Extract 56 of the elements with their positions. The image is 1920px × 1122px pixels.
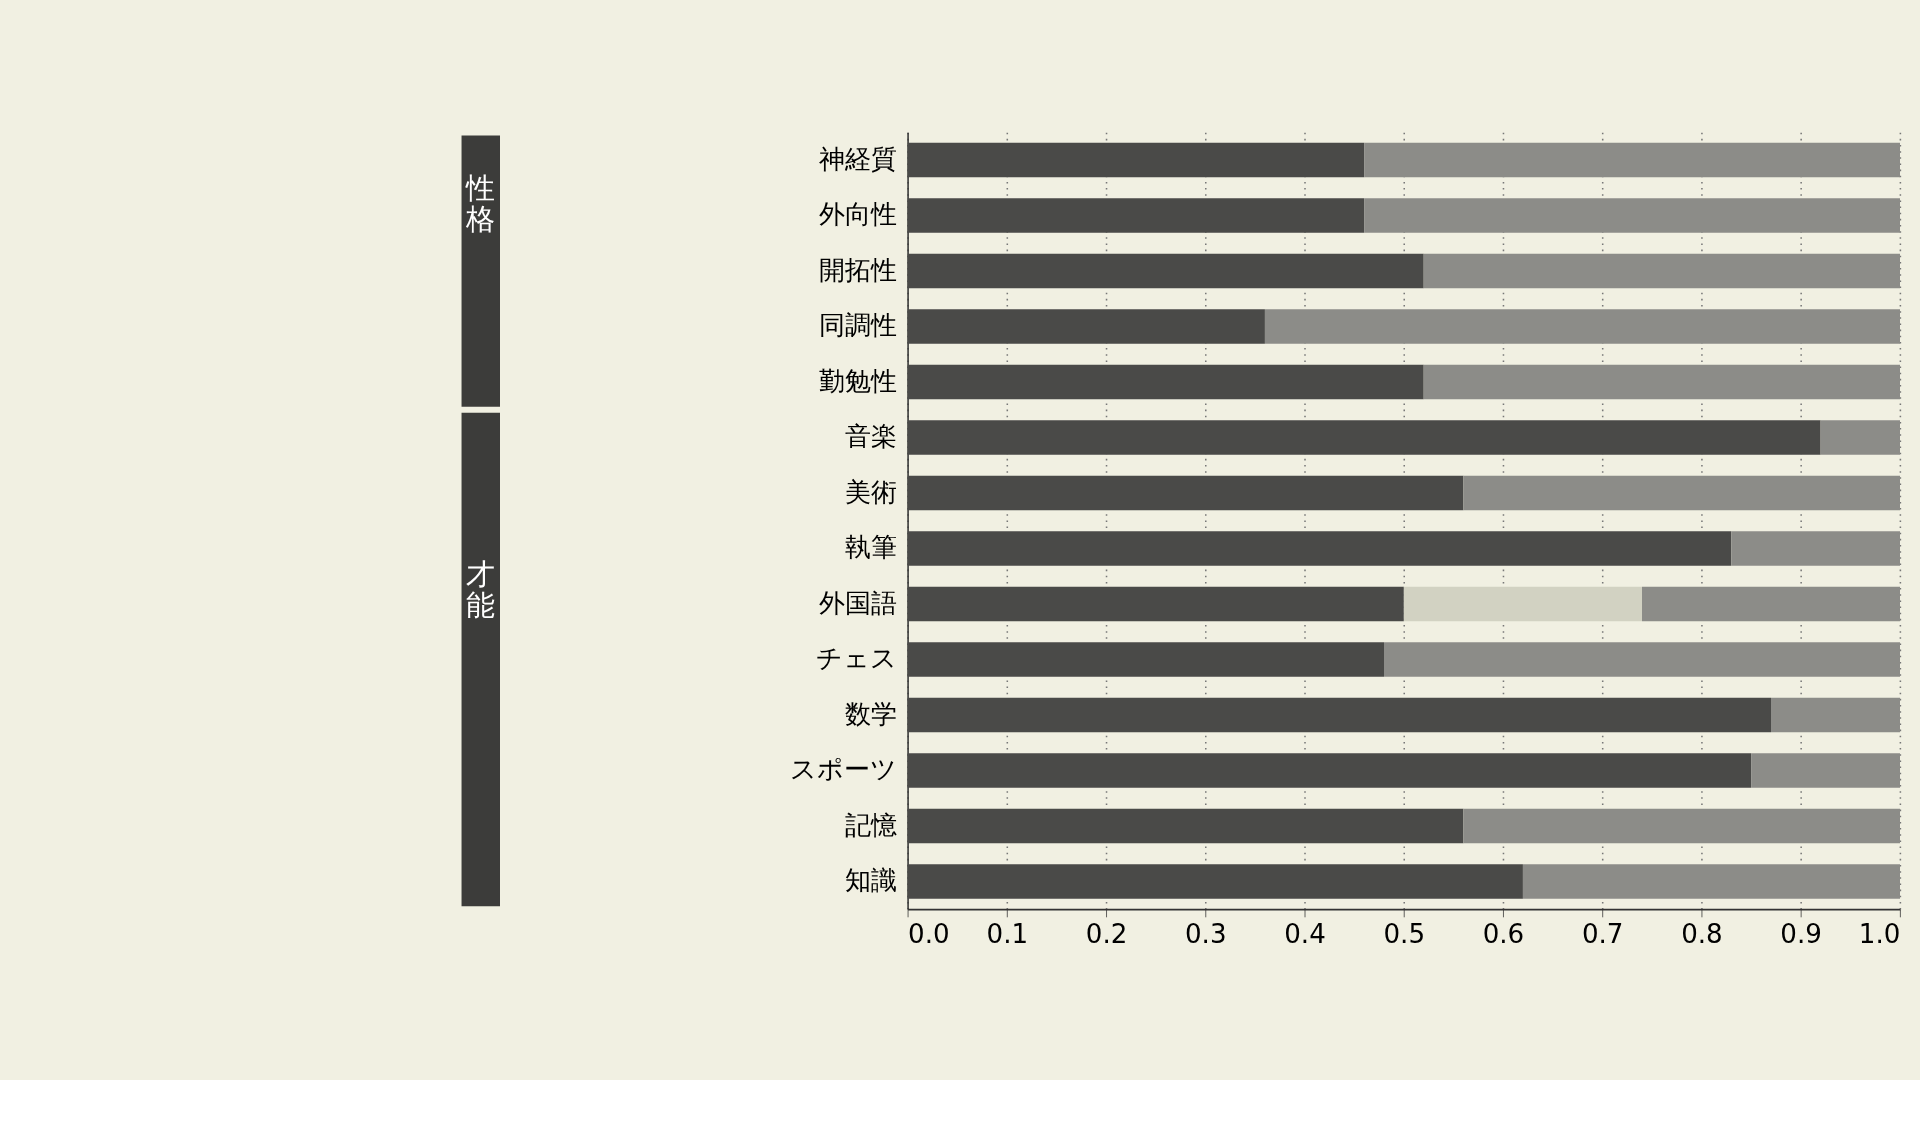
x-tick-label: 0.2 — [1085, 918, 1128, 949]
x-tick-label: 0.5 — [1383, 918, 1426, 949]
x-tick-label: 0.0 — [908, 918, 950, 949]
bar — [1423, 253, 1900, 289]
y-tick-label: スポーツ — [790, 754, 898, 785]
x-tick-label: 0.4 — [1284, 918, 1326, 949]
bar — [907, 531, 1732, 566]
y-tick-label: チェス — [816, 643, 898, 674]
bar — [1364, 198, 1900, 233]
x-tick-label: 0.9 — [1780, 918, 1822, 949]
y-tick-label: 音楽 — [845, 421, 898, 452]
bar — [907, 420, 1821, 455]
bar — [907, 253, 1424, 289]
y-tick-label: 美術 — [845, 476, 898, 507]
bar — [1771, 697, 1900, 733]
x-tick-label: 0.6 — [1482, 918, 1525, 949]
text: 性格 — [465, 171, 496, 236]
bar — [1423, 364, 1900, 400]
x-tick-label: 1.0 — [1858, 918, 1901, 949]
y-tick-label: 同調性 — [819, 310, 898, 341]
y-tick-label: 数学 — [845, 698, 898, 729]
bar — [907, 586, 1404, 622]
x-tick-label: 0.8 — [1681, 918, 1723, 949]
bar — [907, 198, 1365, 233]
bar — [907, 309, 1265, 344]
bar — [907, 864, 1523, 899]
y-tick-label: 外向性 — [819, 199, 898, 230]
bar — [1463, 808, 1900, 844]
y-tick-label: 知識 — [845, 865, 898, 896]
y-tick-label: 勤勉性 — [819, 365, 898, 396]
bar — [1820, 420, 1900, 455]
bar — [1384, 642, 1900, 677]
y-tick-label: 記憶 — [845, 809, 898, 840]
bar — [1642, 586, 1900, 622]
bar — [907, 475, 1464, 511]
y-tick-label: 執筆 — [845, 532, 898, 563]
text: 才能 — [466, 557, 496, 622]
bar — [907, 642, 1384, 677]
bar — [907, 364, 1424, 400]
bar — [1522, 864, 1900, 899]
bar — [1364, 142, 1900, 178]
x-tick-label: 0.7 — [1581, 918, 1624, 949]
bar — [907, 697, 1771, 733]
x-tick-label: 0.3 — [1184, 918, 1227, 949]
x-tick-label: 0.1 — [986, 918, 1029, 949]
bar — [1264, 309, 1900, 344]
bar — [907, 753, 1752, 788]
bar — [1403, 586, 1642, 622]
bar — [1731, 531, 1900, 566]
y-tick-label: 開拓性 — [819, 254, 898, 285]
bar — [1751, 753, 1900, 788]
bar — [907, 142, 1365, 178]
bar — [907, 808, 1464, 844]
bar — [1463, 475, 1900, 511]
y-tick-label: 外国語 — [819, 587, 898, 618]
y-tick-label: 神経質 — [819, 143, 898, 174]
